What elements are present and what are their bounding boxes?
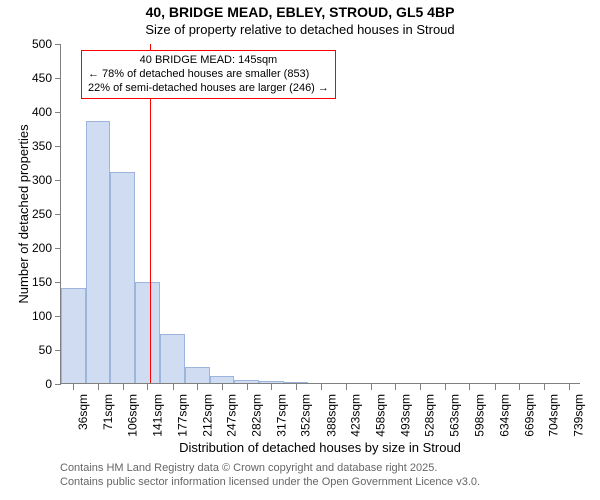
xtick-mark — [395, 384, 396, 390]
xtick-label: 282sqm — [250, 394, 264, 437]
xtick-label: 669sqm — [522, 394, 536, 437]
x-axis-label: Distribution of detached houses by size … — [60, 440, 580, 455]
xtick-mark — [98, 384, 99, 390]
xtick-label: 458sqm — [374, 394, 388, 437]
ytick-mark — [55, 248, 61, 249]
histogram-bar — [185, 367, 210, 383]
ytick-label: 500 — [12, 37, 52, 51]
xtick-mark — [569, 384, 570, 390]
footnote-2: Contains public sector information licen… — [60, 476, 480, 488]
ytick-label: 0 — [12, 377, 52, 391]
histogram-bar — [110, 172, 135, 383]
property-annotation: 40 BRIDGE MEAD: 145sqm← 78% of detached … — [81, 50, 336, 99]
histogram-bar — [86, 121, 111, 383]
xtick-mark — [296, 384, 297, 390]
xtick-mark — [321, 384, 322, 390]
histogram-bar — [210, 376, 235, 383]
xtick-label: 388sqm — [324, 394, 338, 437]
histogram-bar — [259, 381, 284, 383]
xtick-label: 106sqm — [126, 394, 140, 437]
xtick-label: 528sqm — [423, 394, 437, 437]
ytick-mark — [55, 214, 61, 215]
xtick-mark — [544, 384, 545, 390]
xtick-label: 739sqm — [572, 394, 586, 437]
xtick-mark — [222, 384, 223, 390]
xtick-label: 212sqm — [200, 394, 214, 437]
xtick-mark — [519, 384, 520, 390]
ytick-mark — [55, 78, 61, 79]
histogram-bar — [284, 382, 309, 383]
xtick-label: 71sqm — [101, 394, 115, 430]
histogram-bar — [234, 380, 259, 383]
ytick-label: 300 — [12, 173, 52, 187]
xtick-mark — [346, 384, 347, 390]
xtick-label: 423sqm — [349, 394, 363, 437]
plot-area: 40 BRIDGE MEAD: 145sqm← 78% of detached … — [60, 44, 580, 384]
xtick-label: 352sqm — [299, 394, 313, 437]
ytick-label: 200 — [12, 241, 52, 255]
xtick-mark — [271, 384, 272, 390]
xtick-mark — [420, 384, 421, 390]
annotation-line: 22% of semi-detached houses are larger (… — [88, 82, 329, 96]
xtick-label: 141sqm — [150, 394, 164, 437]
annotation-line: 40 BRIDGE MEAD: 145sqm — [88, 54, 329, 68]
ytick-label: 50 — [12, 343, 52, 357]
ytick-label: 250 — [12, 207, 52, 221]
histogram-bar — [160, 334, 185, 383]
ytick-label: 450 — [12, 71, 52, 85]
xtick-label: 177sqm — [176, 394, 190, 437]
xtick-mark — [445, 384, 446, 390]
xtick-mark — [173, 384, 174, 390]
xtick-label: 704sqm — [547, 394, 561, 437]
xtick-mark — [469, 384, 470, 390]
xtick-label: 36sqm — [76, 394, 90, 430]
xtick-mark — [495, 384, 496, 390]
xtick-label: 563sqm — [448, 394, 462, 437]
xtick-mark — [371, 384, 372, 390]
xtick-mark — [123, 384, 124, 390]
xtick-mark — [73, 384, 74, 390]
xtick-label: 493sqm — [398, 394, 412, 437]
ytick-label: 100 — [12, 309, 52, 323]
ytick-mark — [55, 112, 61, 113]
histogram-bar — [61, 288, 86, 383]
ytick-mark — [55, 384, 61, 385]
chart-subtitle: Size of property relative to detached ho… — [0, 22, 600, 37]
histogram-bar — [135, 282, 160, 383]
xtick-label: 598sqm — [472, 394, 486, 437]
xtick-mark — [197, 384, 198, 390]
chart-title: 40, BRIDGE MEAD, EBLEY, STROUD, GL5 4BP — [0, 4, 600, 20]
ytick-label: 400 — [12, 105, 52, 119]
xtick-mark — [247, 384, 248, 390]
ytick-mark — [55, 44, 61, 45]
xtick-label: 317sqm — [274, 394, 288, 437]
annotation-line: ← 78% of detached houses are smaller (85… — [88, 68, 329, 82]
ytick-label: 350 — [12, 139, 52, 153]
chart-container: 40, BRIDGE MEAD, EBLEY, STROUD, GL5 4BP … — [0, 0, 600, 500]
xtick-mark — [147, 384, 148, 390]
ytick-label: 150 — [12, 275, 52, 289]
footnote-1: Contains HM Land Registry data © Crown c… — [60, 462, 437, 474]
xtick-label: 247sqm — [225, 394, 239, 437]
ytick-mark — [55, 282, 61, 283]
xtick-label: 634sqm — [498, 394, 512, 437]
ytick-mark — [55, 180, 61, 181]
ytick-mark — [55, 146, 61, 147]
